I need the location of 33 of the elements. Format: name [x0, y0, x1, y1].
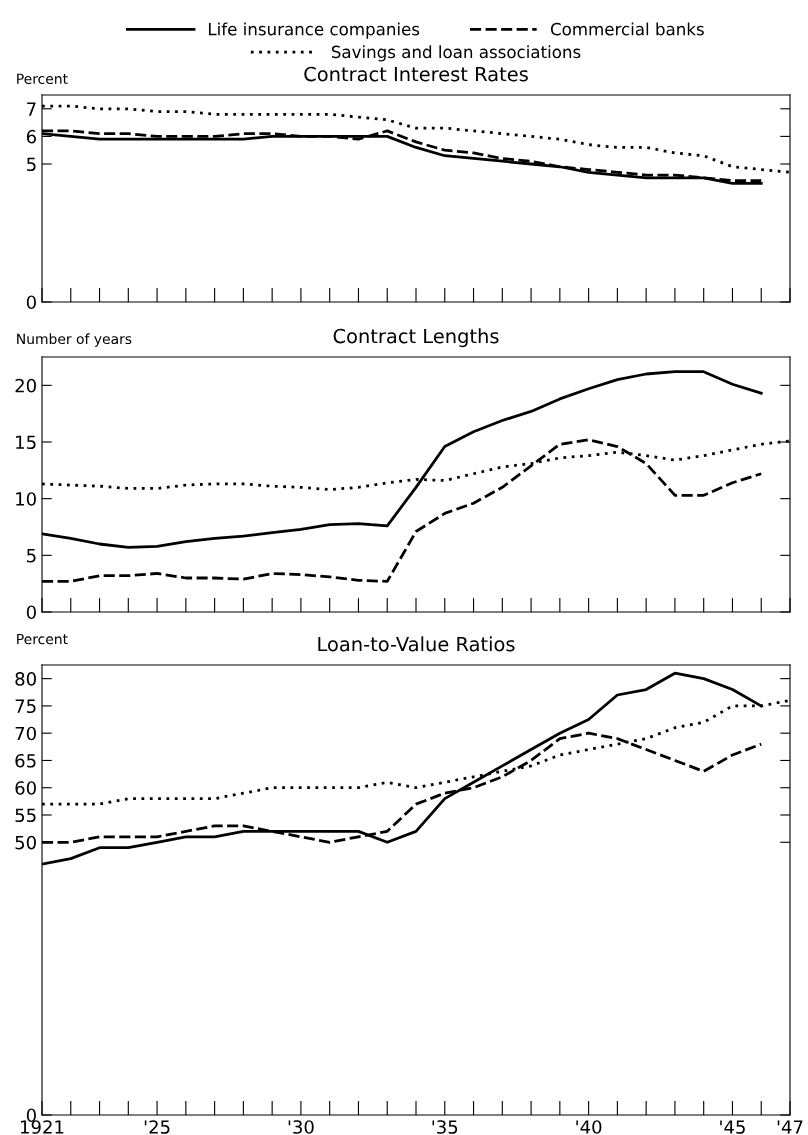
y-tick-label: 0: [26, 295, 36, 310]
x-tick-label: '47: [777, 1120, 803, 1134]
x-tick-label: '25: [144, 1120, 170, 1134]
y-tick-label: 20: [15, 378, 36, 393]
x-tick-label: '30: [288, 1120, 314, 1134]
y-tick-label: 75: [15, 699, 36, 714]
y-axis-title: Percent: [17, 633, 68, 645]
y-tick-label: 55: [15, 808, 36, 823]
x-tick-label: '40: [576, 1120, 602, 1134]
chart-title: Contract Lengths: [333, 328, 499, 348]
y-tick-label: 5: [27, 549, 36, 563]
y-tick-label: 60: [15, 781, 36, 795]
y-tick-label: 80: [15, 672, 36, 686]
legend-label: Savings and loan associations: [331, 45, 581, 62]
x-tick-label: '35: [432, 1120, 458, 1134]
y-tick-label: 10: [16, 492, 36, 506]
y-tick-label: 50: [15, 835, 36, 850]
y-tick-label: 15: [16, 435, 36, 450]
y-axis-title: Percent: [17, 73, 68, 85]
y-tick-label: 65: [15, 753, 36, 768]
y-tick-label: 0: [26, 605, 36, 620]
chart-title: Contract Interest Rates: [304, 66, 528, 82]
x-tick-label: 1921: [21, 1120, 64, 1134]
x-tick-label: '45: [720, 1120, 745, 1134]
y-tick-label: 7: [27, 102, 36, 116]
y-tick-label: 70: [15, 726, 36, 741]
chart-title: Loan-to-Value Ratios: [318, 636, 515, 652]
y-axis-title: Number of years: [17, 333, 132, 347]
legend-label: Life insurance companies: [208, 22, 420, 39]
y-tick-label: 5: [27, 157, 36, 172]
y-tick-label: 0: [26, 1108, 36, 1123]
legend-label: Commercial banks: [550, 22, 704, 36]
y-tick-label: 6: [26, 129, 36, 144]
